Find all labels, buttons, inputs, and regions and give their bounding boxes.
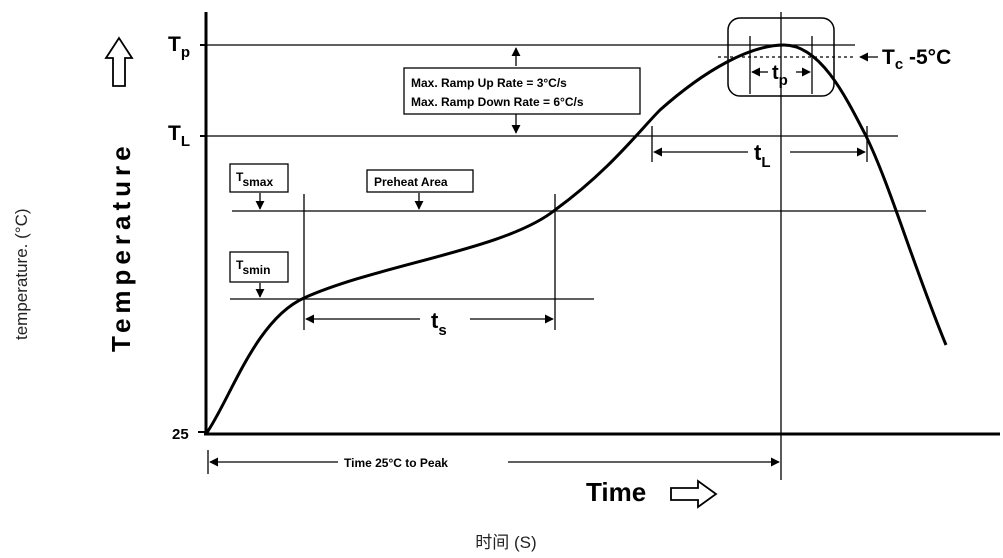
hollow-right-arrow-icon: [670, 479, 718, 509]
preheat-label: Preheat Area: [374, 175, 448, 189]
origin-label: 25: [172, 426, 189, 443]
preheat-box: [366, 169, 474, 193]
y-axis-title: Temperature: [106, 141, 136, 352]
outer-y-caption: temperature. (°C): [12, 208, 31, 340]
tp-interval-label: tp: [772, 62, 788, 89]
hollow-up-arrow-icon: [104, 36, 134, 87]
ramp-down-note: Max. Ramp Down Rate = 6°C/s: [411, 95, 584, 109]
svg-text:TL: TL: [168, 122, 190, 150]
ramp-up-note: Max. Ramp Up Rate = 3°C/s: [411, 76, 567, 90]
ramp-rate-box: [403, 67, 641, 115]
outer-x-caption: 时间 (S): [475, 533, 536, 552]
x-axis-title: Time: [586, 477, 646, 507]
tsmax-box: [229, 163, 289, 193]
tl-interval-label: tL: [754, 140, 771, 171]
tc-label: Tc -5°C: [882, 46, 951, 73]
reflow-profile-curve: [204, 43, 948, 435]
tsmin-box: [229, 251, 289, 283]
peak-highlight-box: [727, 17, 835, 97]
svg-text:Tp: Tp: [168, 33, 190, 61]
tl-level-label: TL: [168, 122, 190, 150]
time-to-peak-label: Time 25°C to Peak: [344, 456, 448, 470]
tsmax-label: Tsmax: [236, 170, 273, 189]
tp-level-label: Tp: [168, 33, 190, 61]
tsmin-label: Tsmin: [236, 258, 270, 277]
ts-label: ts: [431, 308, 447, 339]
